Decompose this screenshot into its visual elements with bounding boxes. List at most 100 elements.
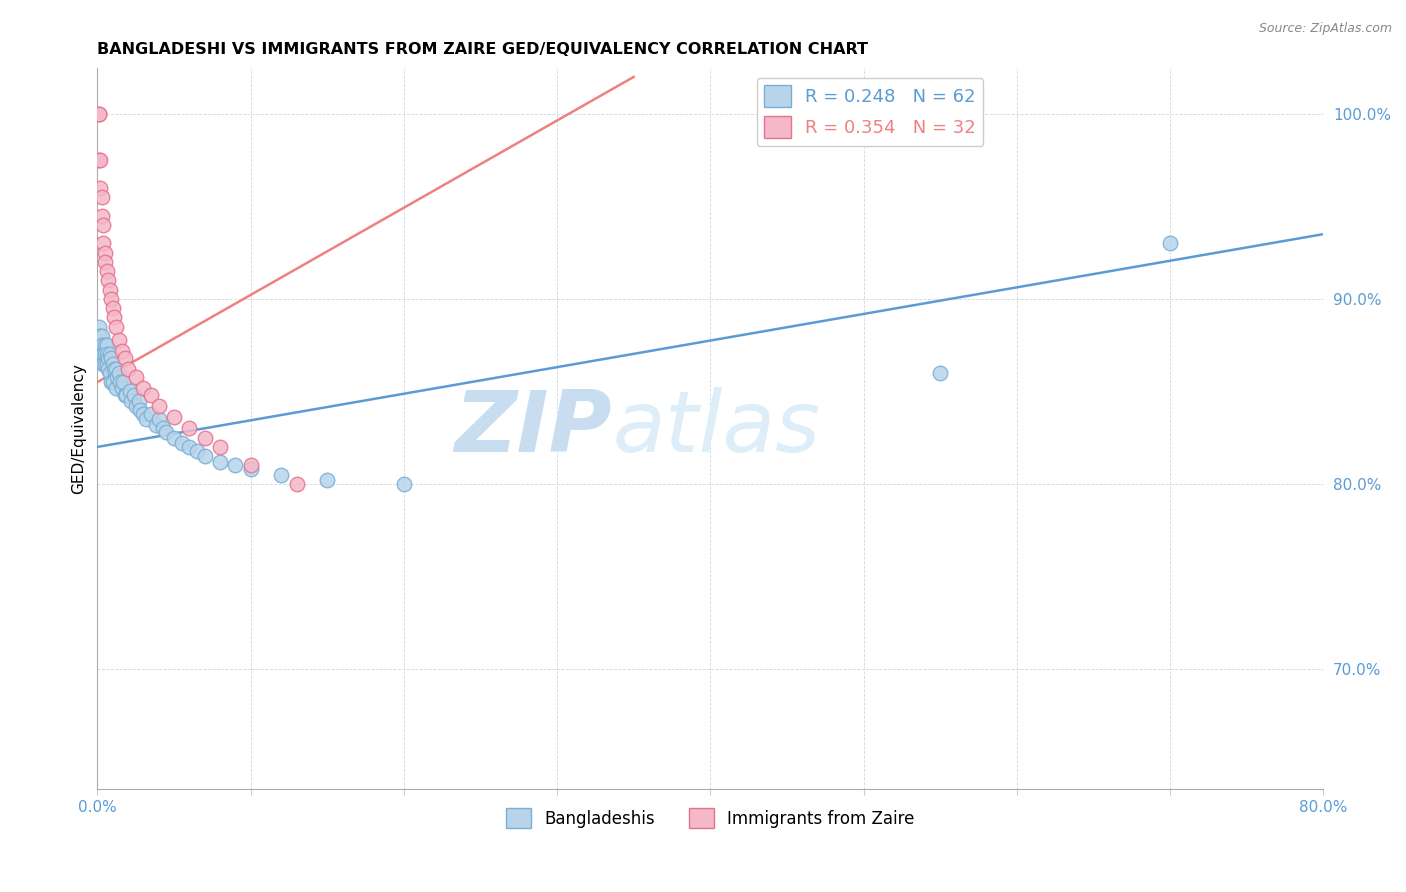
Point: [120, 393, 142, 408]
Point: [239, 458, 262, 473]
Point: [105, 369, 128, 384]
Point: [118, 384, 141, 399]
Point: [115, 388, 138, 402]
Point: [152, 421, 174, 435]
Point: [87, 107, 110, 121]
Point: [104, 381, 127, 395]
Point: [145, 417, 167, 432]
Point: [186, 443, 208, 458]
Point: [148, 399, 170, 413]
Point: [112, 375, 135, 389]
Point: [148, 412, 170, 426]
Point: [179, 440, 201, 454]
Point: [91, 329, 114, 343]
Point: [929, 366, 952, 380]
Point: [114, 351, 136, 365]
Point: [97, 351, 120, 365]
Point: [135, 412, 157, 426]
Point: [93, 236, 115, 251]
Y-axis label: GED/Equivalency: GED/Equivalency: [72, 363, 86, 494]
Point: [163, 410, 186, 425]
Point: [117, 362, 139, 376]
Point: [100, 292, 122, 306]
Point: [224, 458, 246, 473]
Point: [114, 388, 136, 402]
Point: [139, 407, 162, 421]
Point: [132, 381, 155, 395]
Point: [170, 436, 193, 450]
Point: [103, 362, 125, 376]
Point: [97, 362, 120, 376]
Point: [392, 477, 415, 491]
Point: [124, 399, 146, 413]
Point: [194, 449, 217, 463]
Point: [239, 462, 262, 476]
Point: [100, 351, 122, 365]
Text: atlas: atlas: [612, 387, 820, 470]
Point: [101, 375, 124, 389]
Point: [110, 375, 132, 389]
Point: [91, 338, 114, 352]
Point: [208, 440, 231, 454]
Point: [101, 301, 124, 315]
Point: [103, 310, 125, 325]
Point: [316, 473, 339, 487]
Point: [96, 347, 118, 361]
Point: [89, 181, 111, 195]
Point: [124, 369, 146, 384]
Point: [111, 381, 134, 395]
Point: [89, 347, 111, 361]
Point: [87, 329, 110, 343]
Point: [132, 407, 155, 421]
Point: [87, 153, 110, 168]
Text: ZIP: ZIP: [454, 387, 612, 470]
Point: [93, 357, 115, 371]
Point: [93, 347, 115, 361]
Text: Source: ZipAtlas.com: Source: ZipAtlas.com: [1258, 22, 1392, 36]
Point: [107, 333, 129, 347]
Point: [179, 421, 201, 435]
Point: [96, 357, 118, 371]
Point: [100, 375, 122, 389]
Point: [89, 338, 111, 352]
Point: [98, 283, 121, 297]
Point: [91, 209, 114, 223]
Point: [96, 338, 118, 352]
Point: [87, 338, 110, 352]
Point: [104, 319, 127, 334]
Point: [194, 431, 217, 445]
Point: [101, 357, 124, 371]
Point: [155, 425, 177, 439]
Point: [87, 338, 110, 352]
Point: [128, 393, 150, 408]
Point: [97, 273, 120, 287]
Point: [94, 338, 117, 352]
Point: [98, 347, 121, 361]
Point: [89, 153, 111, 168]
Point: [208, 455, 231, 469]
Point: [89, 329, 111, 343]
Point: [94, 357, 117, 371]
Point: [139, 388, 162, 402]
Point: [1159, 236, 1181, 251]
Point: [94, 255, 117, 269]
Point: [104, 362, 127, 376]
Point: [91, 190, 114, 204]
Point: [129, 403, 152, 417]
Point: [98, 366, 121, 380]
Point: [94, 347, 117, 361]
Point: [285, 477, 308, 491]
Legend: Bangladeshis, Immigrants from Zaire: Bangladeshis, Immigrants from Zaire: [499, 801, 921, 835]
Point: [270, 467, 292, 482]
Point: [163, 431, 186, 445]
Point: [122, 388, 145, 402]
Point: [107, 366, 129, 380]
Point: [93, 218, 115, 232]
Point: [87, 107, 110, 121]
Point: [91, 347, 114, 361]
Point: [96, 264, 118, 278]
Point: [94, 245, 117, 260]
Point: [111, 343, 134, 358]
Text: BANGLADESHI VS IMMIGRANTS FROM ZAIRE GED/EQUIVALENCY CORRELATION CHART: BANGLADESHI VS IMMIGRANTS FROM ZAIRE GED…: [97, 42, 869, 57]
Point: [87, 319, 110, 334]
